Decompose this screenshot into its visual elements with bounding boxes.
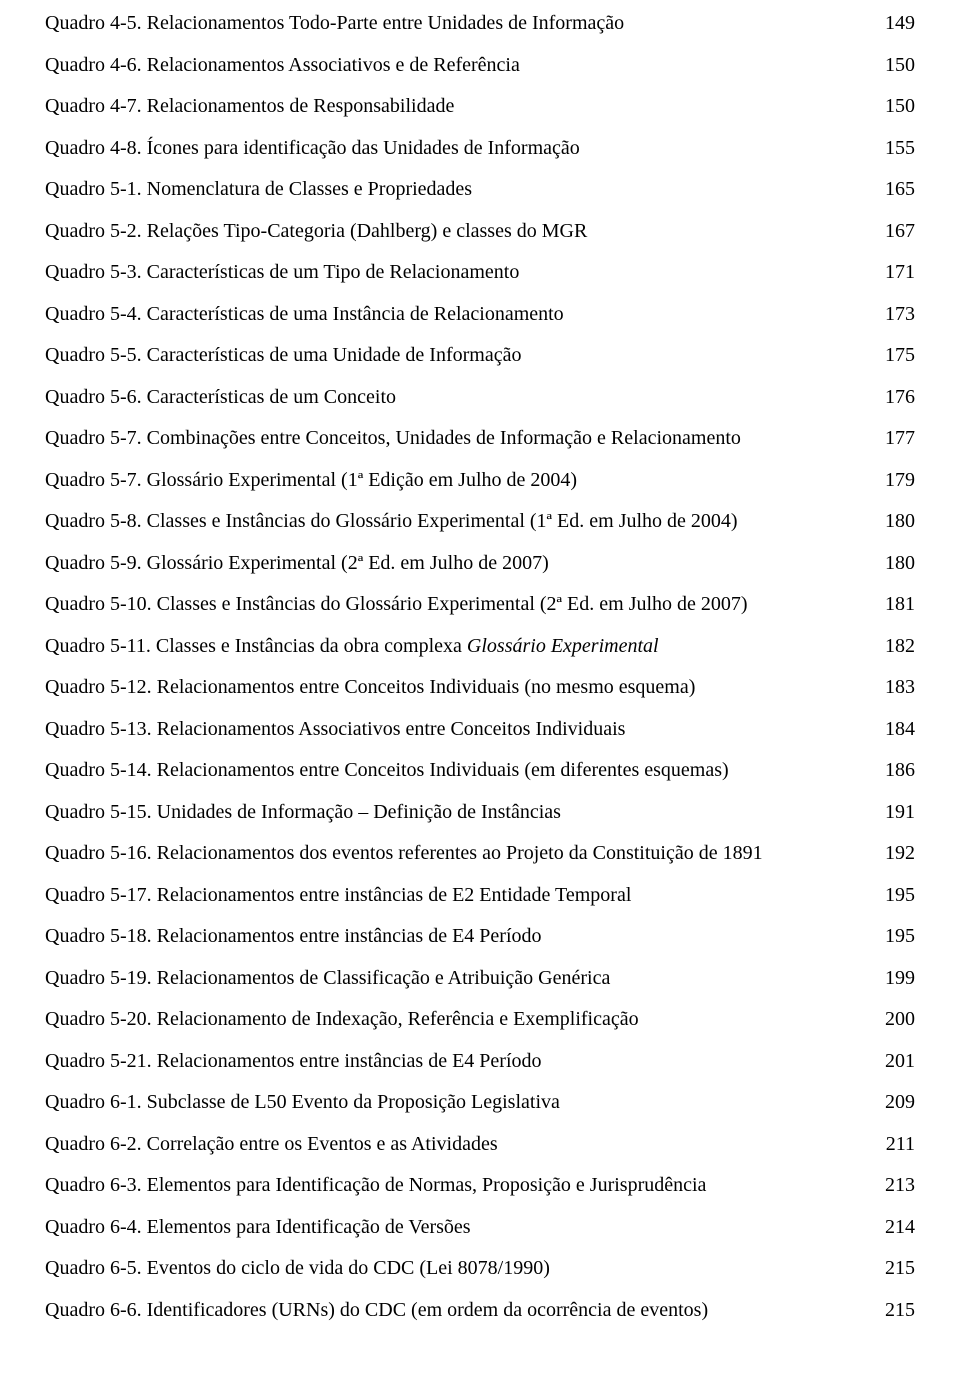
toc-entry: Quadro 5-10. Classes e Instâncias do Glo… [45, 589, 915, 619]
toc-entry-page: 176 [875, 382, 915, 412]
toc-entry-page: 209 [875, 1087, 915, 1117]
toc-entry-label: Quadro 5-7. Combinações entre Conceitos,… [45, 423, 875, 453]
toc-entry: Quadro 4-6. Relacionamentos Associativos… [45, 50, 915, 80]
toc-entry: Quadro 5-14. Relacionamentos entre Conce… [45, 755, 915, 785]
toc-entry-label: Quadro 5-15. Unidades de Informação – De… [45, 797, 875, 827]
toc-entry-label: Quadro 5-8. Classes e Instâncias do Glos… [45, 506, 875, 536]
toc-entry-page: 183 [875, 672, 915, 702]
toc-entry-label: Quadro 5-14. Relacionamentos entre Conce… [45, 755, 875, 785]
toc-entry-label-italic: Glossário Experimental [467, 635, 659, 657]
toc-entry-page: 149 [875, 8, 915, 38]
toc-entry: Quadro 5-21. Relacionamentos entre instâ… [45, 1046, 915, 1076]
toc-entry: Quadro 5-11. Classes e Instâncias da obr… [45, 631, 915, 661]
toc-entry: Quadro 5-18. Relacionamentos entre instâ… [45, 921, 915, 951]
toc-entry-label: Quadro 4-5. Relacionamentos Todo-Parte e… [45, 8, 875, 38]
toc-entry: Quadro 5-4. Características de uma Instâ… [45, 299, 915, 329]
toc-entry: Quadro 6-4. Elementos para Identificação… [45, 1212, 915, 1242]
toc-entry: Quadro 5-8. Classes e Instâncias do Glos… [45, 506, 915, 536]
toc-entry: Quadro 6-2. Correlação entre os Eventos … [45, 1129, 915, 1159]
toc-entry-label: Quadro 5-16. Relacionamentos dos eventos… [45, 838, 875, 868]
toc-entry: Quadro 4-7. Relacionamentos de Responsab… [45, 91, 915, 121]
toc-list: Quadro 4-5. Relacionamentos Todo-Parte e… [45, 8, 915, 1325]
toc-entry-page: 215 [875, 1253, 915, 1283]
toc-entry-page: 167 [875, 216, 915, 246]
toc-entry-label: Quadro 5-19. Relacionamentos de Classifi… [45, 963, 875, 993]
toc-entry-label: Quadro 6-1. Subclasse de L50 Evento da P… [45, 1087, 875, 1117]
toc-entry-label: Quadro 5-18. Relacionamentos entre instâ… [45, 921, 875, 951]
toc-entry-label: Quadro 5-17. Relacionamentos entre instâ… [45, 880, 875, 910]
toc-entry-page: 214 [875, 1212, 915, 1242]
toc-entry-label: Quadro 5-13. Relacionamentos Associativo… [45, 714, 875, 744]
toc-entry-label: Quadro 5-20. Relacionamento de Indexação… [45, 1004, 875, 1034]
toc-entry-page: 192 [875, 838, 915, 868]
toc-entry-label: Quadro 5-10. Classes e Instâncias do Glo… [45, 589, 875, 619]
toc-entry-label: Quadro 6-6. Identificadores (URNs) do CD… [45, 1295, 875, 1325]
toc-entry-label: Quadro 6-3. Elementos para Identificação… [45, 1170, 875, 1200]
toc-entry: Quadro 5-1. Nomenclatura de Classes e Pr… [45, 174, 915, 204]
toc-entry-page: 177 [875, 423, 915, 453]
toc-entry-page: 173 [875, 299, 915, 329]
toc-entry-label: Quadro 4-8. Ícones para identificação da… [45, 133, 875, 163]
toc-entry-page: 180 [875, 548, 915, 578]
toc-entry-label: Quadro 4-7. Relacionamentos de Responsab… [45, 91, 875, 121]
toc-entry: Quadro 5-3. Características de um Tipo d… [45, 257, 915, 287]
toc-entry-page: 191 [875, 797, 915, 827]
toc-entry: Quadro 5-13. Relacionamentos Associativo… [45, 714, 915, 744]
toc-entry-page: 186 [875, 755, 915, 785]
toc-entry: Quadro 5-16. Relacionamentos dos eventos… [45, 838, 915, 868]
toc-entry-page: 171 [875, 257, 915, 287]
toc-entry: Quadro 4-8. Ícones para identificação da… [45, 133, 915, 163]
toc-entry: Quadro 5-5. Características de uma Unida… [45, 340, 915, 370]
toc-entry-label: Quadro 6-5. Eventos do ciclo de vida do … [45, 1253, 875, 1283]
toc-entry-label-text: Quadro 5-11. Classes e Instâncias da obr… [45, 635, 467, 657]
toc-entry-label: Quadro 5-1. Nomenclatura de Classes e Pr… [45, 174, 875, 204]
toc-entry-page: 200 [875, 1004, 915, 1034]
toc-entry: Quadro 4-5. Relacionamentos Todo-Parte e… [45, 8, 915, 38]
toc-entry: Quadro 6-5. Eventos do ciclo de vida do … [45, 1253, 915, 1283]
toc-entry-label: Quadro 5-5. Características de uma Unida… [45, 340, 875, 370]
toc-entry: Quadro 5-12. Relacionamentos entre Conce… [45, 672, 915, 702]
toc-entry-page: 150 [875, 50, 915, 80]
toc-entry-label: Quadro 5-3. Características de um Tipo d… [45, 257, 875, 287]
toc-entry-label: Quadro 5-9. Glossário Experimental (2ª E… [45, 548, 875, 578]
toc-entry-page: 155 [875, 133, 915, 163]
toc-entry-page: 215 [875, 1295, 915, 1325]
toc-entry-page: 199 [875, 963, 915, 993]
toc-entry-label: Quadro 5-21. Relacionamentos entre instâ… [45, 1046, 875, 1076]
toc-entry: Quadro 5-15. Unidades de Informação – De… [45, 797, 915, 827]
toc-entry: Quadro 5-17. Relacionamentos entre instâ… [45, 880, 915, 910]
toc-entry: Quadro 6-6. Identificadores (URNs) do CD… [45, 1295, 915, 1325]
toc-entry: Quadro 6-1. Subclasse de L50 Evento da P… [45, 1087, 915, 1117]
toc-entry: Quadro 5-19. Relacionamentos de Classifi… [45, 963, 915, 993]
toc-entry-label: Quadro 5-7. Glossário Experimental (1ª E… [45, 465, 875, 495]
toc-entry: Quadro 5-20. Relacionamento de Indexação… [45, 1004, 915, 1034]
toc-entry-label: Quadro 5-2. Relações Tipo-Categoria (Dah… [45, 216, 875, 246]
toc-entry-label: Quadro 5-4. Características de uma Instâ… [45, 299, 875, 329]
toc-entry-page: 213 [875, 1170, 915, 1200]
toc-entry-page: 175 [875, 340, 915, 370]
toc-entry: Quadro 5-9. Glossário Experimental (2ª E… [45, 548, 915, 578]
toc-entry-label: Quadro 4-6. Relacionamentos Associativos… [45, 50, 875, 80]
toc-entry-page: 179 [875, 465, 915, 495]
toc-entry-page: 195 [875, 880, 915, 910]
toc-entry: Quadro 5-7. Glossário Experimental (1ª E… [45, 465, 915, 495]
toc-entry-page: 182 [875, 631, 915, 661]
toc-entry-page: 180 [875, 506, 915, 536]
toc-entry-label: Quadro 6-2. Correlação entre os Eventos … [45, 1129, 875, 1159]
toc-entry: Quadro 5-7. Combinações entre Conceitos,… [45, 423, 915, 453]
toc-entry-label: Quadro 5-12. Relacionamentos entre Conce… [45, 672, 875, 702]
toc-entry-label: Quadro 5-6. Características de um Concei… [45, 382, 875, 412]
toc-entry-label: Quadro 6-4. Elementos para Identificação… [45, 1212, 875, 1242]
toc-entry-label: Quadro 5-11. Classes e Instâncias da obr… [45, 631, 875, 661]
toc-entry: Quadro 5-6. Características de um Concei… [45, 382, 915, 412]
toc-entry-page: 181 [875, 589, 915, 619]
toc-entry-page: 201 [875, 1046, 915, 1076]
toc-entry-page: 184 [875, 714, 915, 744]
toc-entry-page: 165 [875, 174, 915, 204]
toc-entry-page: 211 [875, 1129, 915, 1159]
toc-entry-page: 195 [875, 921, 915, 951]
toc-entry: Quadro 6-3. Elementos para Identificação… [45, 1170, 915, 1200]
toc-entry-page: 150 [875, 91, 915, 121]
toc-entry: Quadro 5-2. Relações Tipo-Categoria (Dah… [45, 216, 915, 246]
